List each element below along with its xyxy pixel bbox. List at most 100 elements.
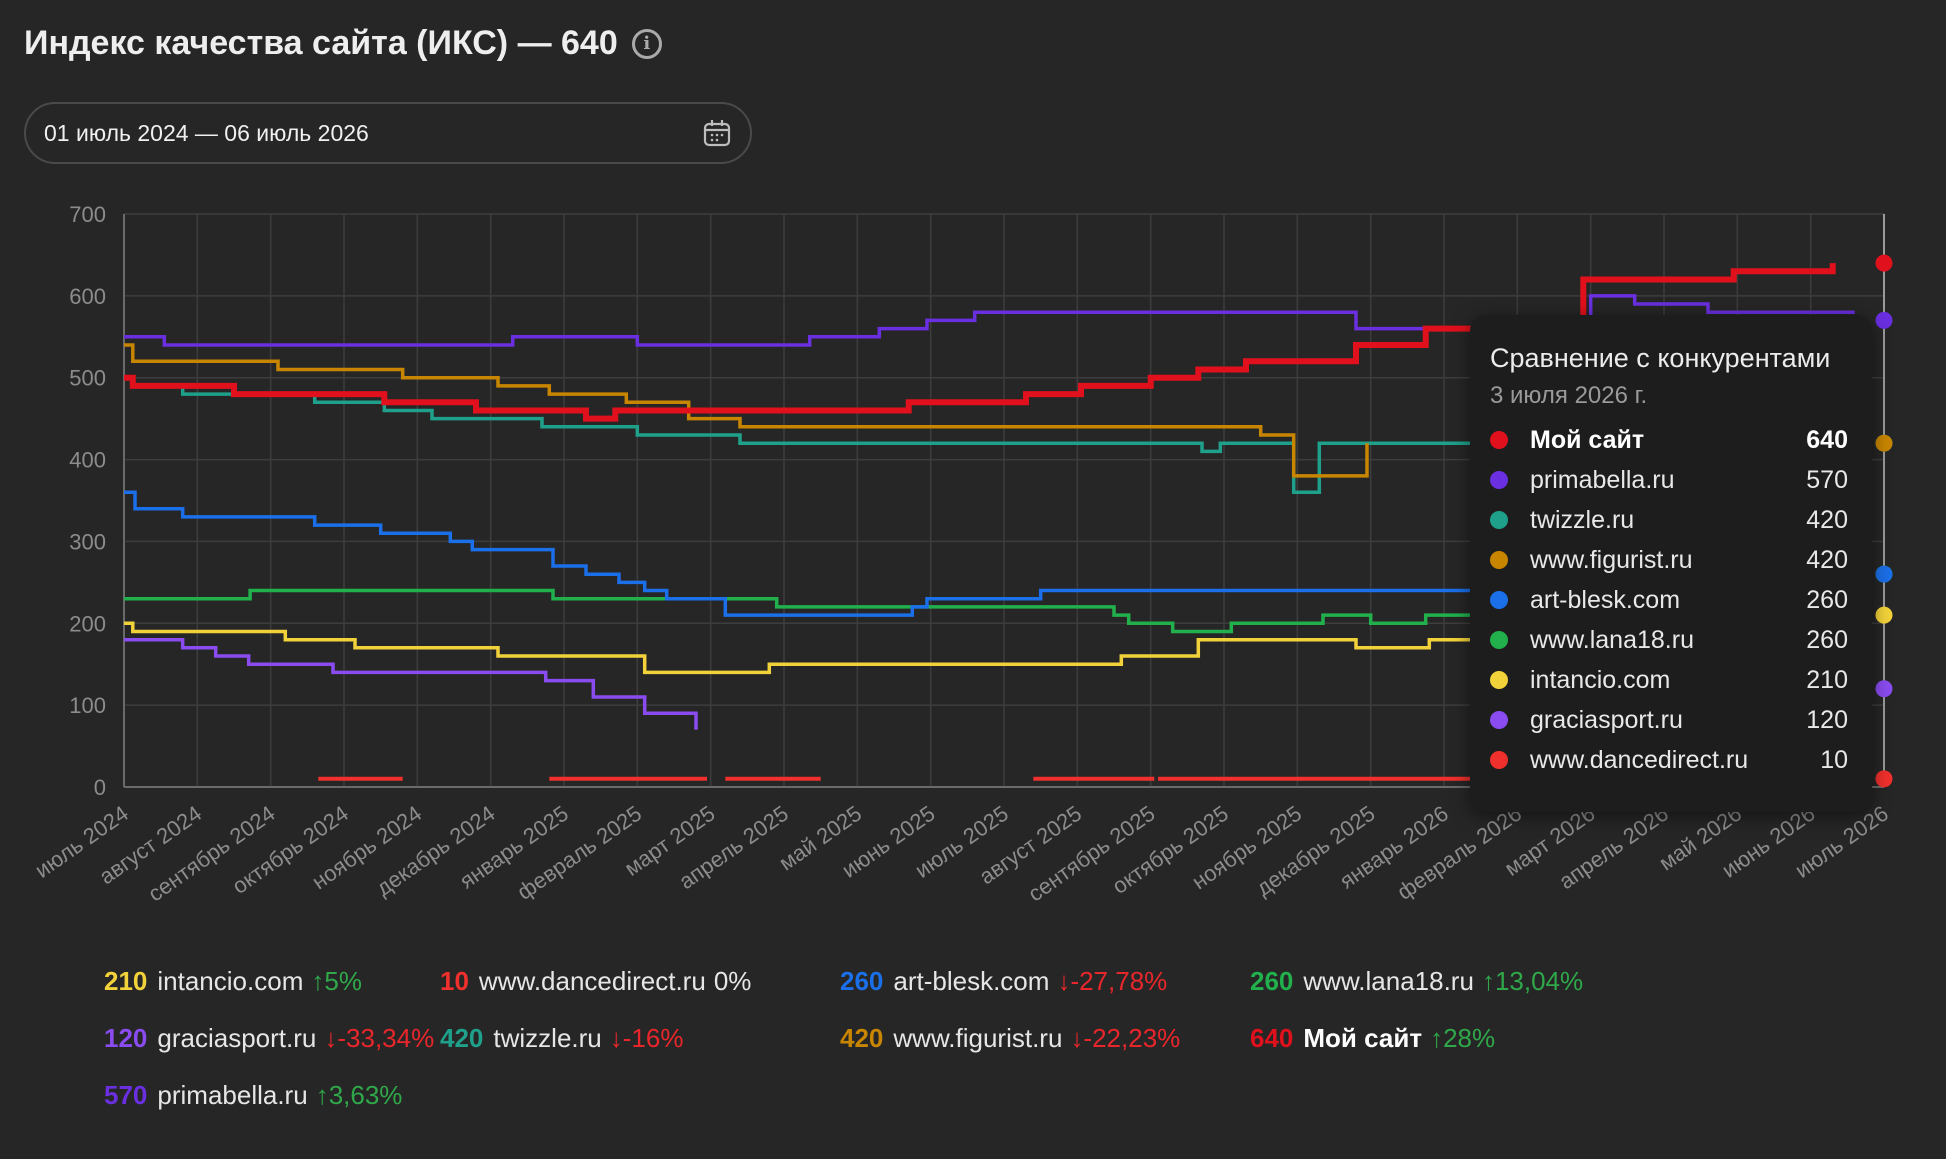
legend-change: ↑13,04% <box>1481 966 1584 996</box>
series-line-intancio.com <box>124 621 1488 675</box>
legend-site-name: www.dancedirect.ru <box>478 966 706 996</box>
legend-item[interactable]: 120 graciasport.ru ↓-33,34% <box>104 1023 434 1054</box>
legend-change: ↑3,63% <box>315 1080 403 1110</box>
legend-change: ↓-33,34% <box>324 1023 435 1053</box>
page-title: Индекс качества сайта (ИКС) — 640 i <box>24 24 662 63</box>
end-marker-graciasport.ru <box>1875 680 1893 698</box>
tooltip-site-value: 260 <box>1806 585 1848 614</box>
date-range-field[interactable]: 01 июль 2024 — 06 июль 2026 <box>24 102 752 164</box>
legend-item[interactable]: 640 Мой сайт ↑28% <box>1250 1023 1495 1054</box>
legend-site-name: graciasport.ru <box>157 1023 317 1053</box>
legend-site-name: www.figurist.ru <box>893 1023 1063 1053</box>
legend-item[interactable]: 420 www.figurist.ru ↓-22,23% <box>840 1023 1180 1054</box>
calendar-icon[interactable] <box>702 118 732 148</box>
series-line-www.lana18.ru <box>124 588 1481 634</box>
x-tick-label: февраль 2026 <box>1392 801 1526 905</box>
legend-change: ↓-16% <box>609 1023 684 1053</box>
legend-item[interactable]: 260 www.lana18.ru ↑13,04% <box>1250 966 1583 997</box>
y-tick-label: 200 <box>69 611 106 636</box>
legend-site-name: www.lana18.ru <box>1303 966 1474 996</box>
series-color-dot <box>1490 591 1508 609</box>
series-color-dot <box>1490 511 1508 529</box>
legend-site-name: twizzle.ru <box>493 1023 602 1053</box>
info-icon[interactable]: i <box>631 28 662 59</box>
series-line-graciasport.ru <box>124 637 698 730</box>
tooltip-date: 3 июля 2026 г. <box>1490 382 1648 409</box>
series-color-dot <box>1490 431 1508 449</box>
legend-value: 420 <box>440 1023 484 1053</box>
y-axis: 0 100 200 300 400 500 600 700 <box>69 202 106 800</box>
tooltip-site-value: 420 <box>1806 505 1848 534</box>
series-line-www.figurist.ru <box>124 343 1369 478</box>
legend-item[interactable]: 210 intancio.com ↑5% <box>104 966 362 997</box>
tooltip-row: Мой сайт 640 <box>1490 420 1848 460</box>
tooltip-row: twizzle.ru 420 <box>1490 500 1848 540</box>
legend-value: 640 <box>1250 1023 1294 1053</box>
series-line-twizzle.ru <box>124 375 1488 495</box>
y-tick-label: 400 <box>69 448 106 473</box>
comparison-tooltip: Сравнение с конкурентами 3 июля 2026 г. … <box>1470 315 1872 812</box>
end-marker-art-blesk.com <box>1875 565 1893 583</box>
chart-end-markers <box>1875 254 1893 788</box>
end-marker-www.dancedirect.ru <box>1875 770 1893 788</box>
end-marker-www.figurist.ru <box>1875 434 1893 452</box>
y-tick-label: 300 <box>69 529 106 554</box>
tooltip-site-value: 210 <box>1806 665 1848 694</box>
legend-value: 210 <box>104 966 148 996</box>
legend-item[interactable]: 570 primabella.ru ↑3,63% <box>104 1080 402 1111</box>
tooltip-row: graciasport.ru 120 <box>1490 700 1848 740</box>
tooltip-site-name: art-blesk.com <box>1530 585 1681 614</box>
tooltip-row: www.dancedirect.ru 10 <box>1490 740 1848 780</box>
tooltip-row: www.figurist.ru 420 <box>1490 540 1848 580</box>
series-color-dot <box>1490 751 1508 769</box>
legend-change: ↑28% <box>1430 1023 1496 1053</box>
tooltip-site-value: 420 <box>1806 545 1848 574</box>
legend-site-name: primabella.ru <box>157 1080 308 1110</box>
legend-item[interactable]: 10 www.dancedirect.ru 0% <box>440 966 751 997</box>
legend-item[interactable]: 260 art-blesk.com ↓-27,78% <box>840 966 1167 997</box>
tooltip-row: art-blesk.com 260 <box>1490 580 1848 620</box>
tooltip-site-value: 640 <box>1806 425 1848 454</box>
date-range-value: 01 июль 2024 — 06 июль 2026 <box>44 119 369 146</box>
end-marker-primabella.ru <box>1875 311 1893 329</box>
legend-value: 260 <box>840 966 884 996</box>
series-color-dot <box>1490 471 1508 489</box>
x-tick-label: сентябрь 2024 <box>143 801 279 907</box>
tooltip-site-name: Мой сайт <box>1530 425 1645 454</box>
tooltip-title: Сравнение с конкурентами <box>1490 343 1831 373</box>
legend-site-name: art-blesk.com <box>893 966 1050 996</box>
page-title-text: Индекс качества сайта (ИКС) — 640 <box>24 24 618 62</box>
tooltip-site-name: twizzle.ru <box>1530 505 1635 534</box>
legend-value: 120 <box>104 1023 148 1053</box>
legend-site-name: intancio.com <box>157 966 304 996</box>
y-tick-label: 600 <box>69 284 106 309</box>
legend-change: ↓-22,23% <box>1070 1023 1181 1053</box>
series-line-primabella.ru <box>124 294 1855 347</box>
tooltip-row: intancio.com 210 <box>1490 660 1848 700</box>
y-tick-label: 100 <box>69 693 106 718</box>
x-tick-label: февраль 2025 <box>512 801 646 905</box>
tooltip-site-value: 260 <box>1806 625 1848 654</box>
y-tick-label: 0 <box>94 775 106 800</box>
legend-value: 10 <box>440 966 469 996</box>
tooltip-site-name: primabella.ru <box>1530 465 1675 494</box>
tooltip-site-value: 10 <box>1820 745 1848 774</box>
tooltip-rows: Мой сайт 640 primabella.ru 570 twizzle.ru 420… <box>1490 420 1848 780</box>
legend-site-name: Мой сайт <box>1303 1023 1423 1053</box>
tooltip-site-name: intancio.com <box>1530 665 1671 694</box>
series-color-dot <box>1490 631 1508 649</box>
legend-value: 420 <box>840 1023 884 1053</box>
tooltip-site-value: 570 <box>1806 465 1848 494</box>
legend-change: 0% <box>713 966 752 996</box>
tooltip-site-name: www.figurist.ru <box>1530 545 1693 574</box>
y-tick-label: 500 <box>69 366 106 391</box>
end-marker-intancio.com <box>1875 606 1893 624</box>
legend-value: 570 <box>104 1080 148 1110</box>
series-color-dot <box>1490 711 1508 729</box>
tooltip-row: www.lana18.ru 260 <box>1490 620 1848 660</box>
legend-change: ↑5% <box>311 966 362 996</box>
legend-change: ↓-27,78% <box>1057 966 1168 996</box>
legend-item[interactable]: 420 twizzle.ru ↓-16% <box>440 1023 683 1054</box>
